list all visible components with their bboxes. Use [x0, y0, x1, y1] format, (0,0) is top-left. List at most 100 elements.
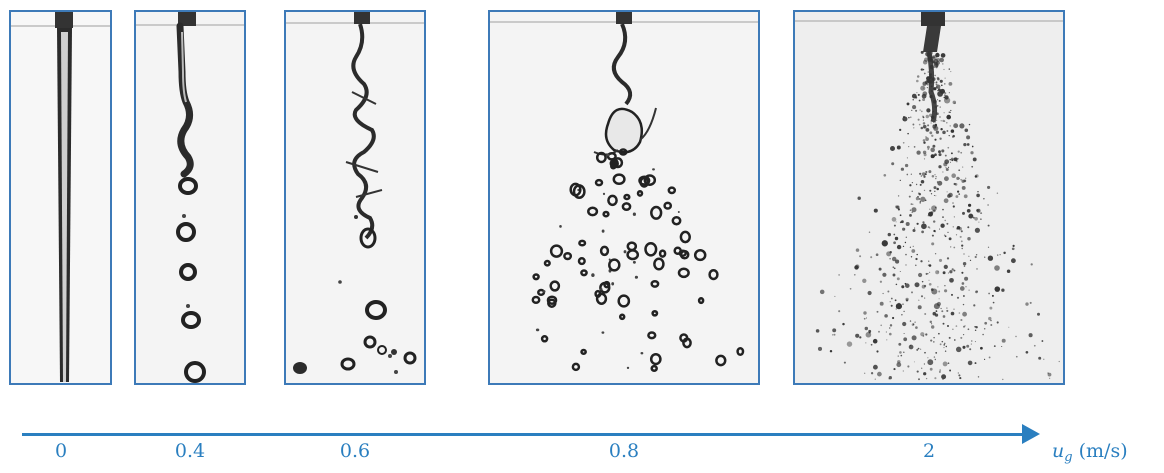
jet-panel-0.8: [488, 10, 760, 385]
spray-droplet: [958, 193, 961, 195]
spray-droplet: [897, 355, 899, 357]
spray-droplet: [911, 203, 914, 206]
spray-droplet: [921, 223, 927, 230]
jet-image-2: [795, 12, 1063, 381]
spray-droplet: [975, 174, 979, 178]
spray-droplet: [870, 256, 873, 259]
spray-droplet: [920, 348, 922, 350]
spray-droplet: [963, 265, 966, 267]
spray-droplet: [893, 241, 896, 245]
spray-droplet: [988, 292, 990, 295]
spray-droplet: [922, 221, 925, 224]
spray-droplet: [904, 163, 909, 168]
spray-droplet: [941, 340, 944, 343]
spray-droplet: [943, 342, 946, 345]
spray-droplet: [905, 283, 910, 288]
spray-droplet: [1003, 251, 1006, 255]
spray-droplet: [961, 282, 965, 285]
spray-droplet: [912, 245, 914, 248]
spray-droplet: [987, 204, 989, 206]
spray-droplet: [1001, 338, 1006, 343]
spray-droplet: [914, 227, 916, 229]
spray-droplet: [935, 130, 940, 134]
spray-droplet: [896, 362, 902, 368]
spray-droplet: [899, 179, 901, 182]
spray-droplet: [916, 370, 919, 373]
axis-tick-0: 0: [54, 440, 68, 462]
axis-label-variable: u: [1052, 440, 1065, 462]
spray-droplet: [935, 177, 937, 180]
spray-droplet: [968, 123, 971, 126]
spray-droplet: [943, 96, 945, 99]
spray-droplet: [916, 75, 920, 78]
spray-droplet: [924, 126, 926, 128]
spray-droplet: [992, 301, 995, 304]
spray-droplet: [936, 104, 939, 107]
spray-droplet: [930, 85, 933, 88]
spray-droplet: [949, 125, 951, 127]
spray-droplet: [932, 56, 936, 59]
spray-droplet: [922, 139, 926, 142]
spray-droplet: [864, 372, 866, 374]
spray-droplet: [958, 312, 961, 314]
spray-droplet: [877, 371, 882, 377]
spray-droplet: [935, 52, 940, 58]
spray-droplet: [938, 290, 941, 293]
spray-droplet: [919, 202, 921, 204]
spray-droplet: [917, 118, 920, 121]
spray-droplet: [921, 230, 924, 234]
droplet: [682, 337, 692, 349]
spray-droplet: [990, 324, 993, 326]
spray-droplet: [994, 265, 1000, 271]
spray-droplet: [928, 282, 932, 286]
spray-droplet: [933, 336, 935, 339]
spray-droplet: [952, 202, 954, 204]
spray-droplet: [942, 63, 944, 65]
spray-droplet: [863, 317, 866, 320]
droplet: [602, 210, 610, 218]
spray-droplet: [970, 343, 972, 345]
spray-droplet: [863, 311, 867, 315]
spray-droplet: [896, 244, 902, 250]
spray-droplet: [895, 259, 900, 264]
spray-droplet: [930, 90, 933, 92]
spray-droplet: [931, 325, 935, 329]
spray-droplet: [892, 273, 896, 277]
spray-droplet: [923, 72, 926, 75]
spray-droplet: [930, 154, 935, 159]
droplet: [651, 309, 659, 317]
droplet: [658, 249, 667, 258]
spray-droplet: [889, 324, 893, 327]
droplet: [540, 335, 549, 343]
spray-droplet: [922, 115, 924, 117]
spray-droplet: [918, 299, 920, 301]
spray-droplet: [912, 99, 914, 101]
spray-droplet: [909, 320, 912, 322]
spray-droplet: [888, 332, 892, 336]
spray-droplet: [899, 351, 902, 354]
spray-droplet: [882, 292, 884, 295]
spray-droplet: [968, 255, 970, 257]
spray-droplet: [927, 54, 933, 59]
spray-droplet: [894, 299, 897, 302]
spray-droplet: [997, 254, 999, 256]
spray-droplet: [930, 115, 935, 120]
spray-droplet: [829, 349, 833, 353]
spray-droplet: [879, 301, 884, 306]
spray-droplet: [902, 227, 906, 231]
spray-droplet: [914, 282, 920, 288]
spray-droplet: [911, 249, 916, 253]
spray-droplet: [911, 291, 913, 294]
spray-droplet: [980, 212, 983, 215]
spray-droplet: [958, 169, 961, 172]
axis-tick-0.6: 0.6: [339, 440, 371, 462]
spray-droplet: [948, 111, 951, 114]
spray-droplet: [890, 304, 893, 307]
spray-droplet: [934, 153, 937, 157]
spray-droplet: [940, 53, 946, 58]
spray-droplet: [938, 298, 940, 300]
spray-droplet: [955, 346, 962, 353]
droplet: [595, 292, 608, 305]
spray-droplet: [911, 109, 913, 111]
spray-droplet: [927, 71, 930, 73]
